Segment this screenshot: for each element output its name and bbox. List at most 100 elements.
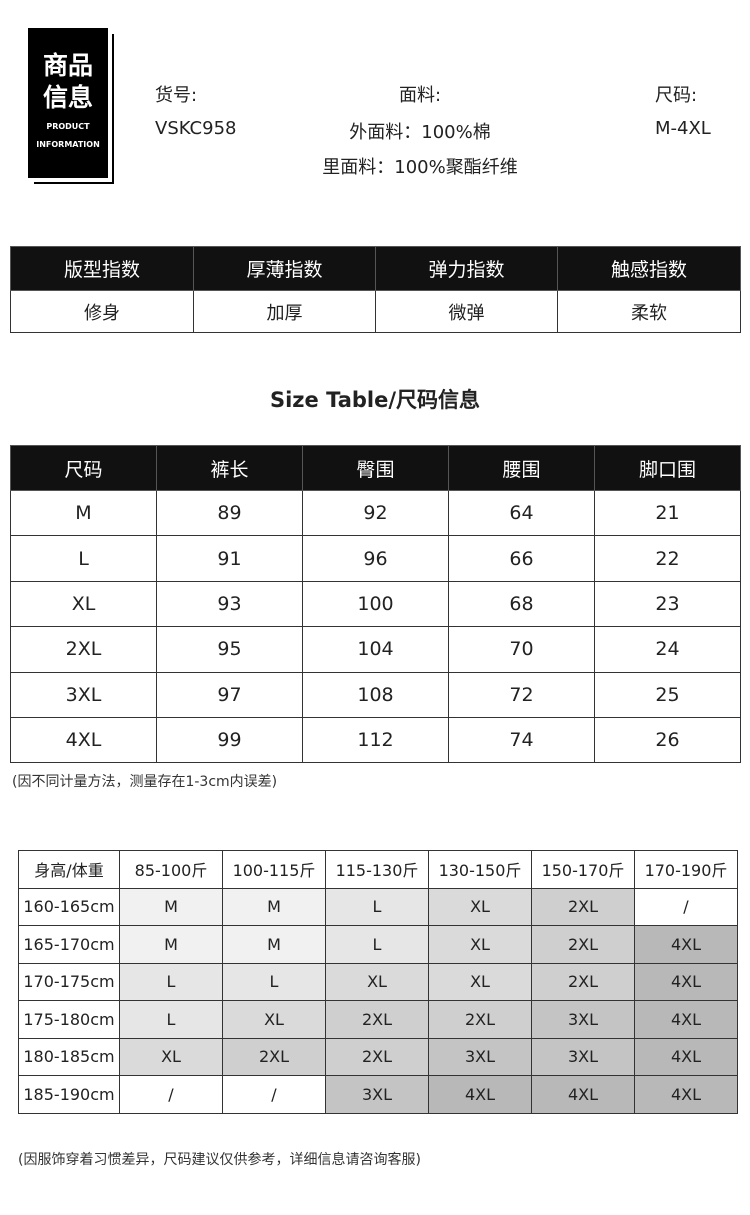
table-cell: 100-115斤 [222,850,326,889]
table-cell: 2XL [531,887,635,926]
table-cell: L [10,535,157,582]
table-row: M 89 92 64 21 [10,489,741,537]
table-cell: 74 [448,716,595,764]
table-cell: 2XL [325,1037,429,1076]
note: (因服饰穿着习惯差异，尺码建议仅供参考，详细信息请咨询客服) [18,1152,421,1168]
table-cell: 115-130斤 [325,850,429,889]
table-cell: 185-190cm [18,1075,120,1114]
table-cell: 89 [156,489,303,537]
table-cell: 加厚 [193,290,376,333]
table-cell: 2XL [531,925,635,964]
table-cell: 2XL [531,962,635,1001]
table-cell: XL [428,925,532,964]
table-cell: M [10,489,157,537]
table-cell: XL [119,1037,223,1076]
table-row: 175-180cm L XL 2XL 2XL 3XL 4XL [18,1000,738,1039]
table-cell: 23 [594,580,741,628]
table-row: 2XL 95 104 70 24 [10,626,741,673]
table-cell: / [222,1075,326,1114]
badge-subtitle: INFORMATION [36,140,100,149]
table-cell: 4XL [634,1075,738,1114]
table-cell: 厚薄指数 [193,246,376,291]
table-cell: 99 [156,716,303,764]
info-value: 里面料：100%聚酯纤维 [322,157,518,178]
table-cell: M [119,925,223,964]
table-row: L 91 96 66 22 [10,535,741,582]
table-cell: 160-165cm [18,887,120,926]
size-table: 尺码 裤长 臀围 腰围 脚口围 M 89 92 64 21 L 91 96 66 22 XL 93 100 68 23… [10,445,741,764]
table-cell: 96 [302,535,449,582]
table-cell: XL [428,962,532,1001]
table-cell: 22 [594,535,741,582]
table-cell: XL [222,1000,326,1039]
table-cell: 95 [156,626,303,673]
table-cell: L [325,925,429,964]
table-cell: 身高/体重 [18,850,120,889]
table-cell: 2XL [325,1000,429,1039]
table-cell: 130-150斤 [428,850,532,889]
table-cell: 175-180cm [18,1000,120,1039]
table-cell: 24 [594,626,741,673]
table-cell: 4XL [634,1000,738,1039]
table-cell: 66 [448,535,595,582]
table-row: 160-165cm M M L XL 2XL / [18,887,738,926]
table-cell: 170-175cm [18,962,120,1001]
badge-title: 信息 [42,83,93,112]
table-cell: L [119,962,223,1001]
table-row: XL 93 100 68 23 [10,580,741,628]
table-cell: 3XL [428,1037,532,1076]
table-cell: XL [10,580,157,628]
table-cell: 弹力指数 [375,246,558,291]
table-cell: 170-190斤 [634,850,738,889]
table-cell: 165-170cm [18,925,120,964]
table-cell: 版型指数 [10,246,194,291]
table-row: 3XL 97 108 72 25 [10,671,741,718]
table-cell: 修身 [10,290,194,333]
table-row: 尺码 裤长 臀围 腰围 脚口围 [10,445,741,491]
table-cell: 脚口围 [594,445,741,491]
table-cell: 4XL [428,1075,532,1114]
table-row: 版型指数 厚薄指数 弹力指数 触感指数 [10,246,741,291]
table-row: 180-185cm XL 2XL 2XL 3XL 3XL 4XL [18,1037,738,1076]
table-cell: 68 [448,580,595,628]
info-value: 外面料：100%棉 [349,122,491,143]
table-cell: 3XL [531,1000,635,1039]
table-cell: 裤长 [156,445,303,491]
table-cell: 180-185cm [18,1037,120,1076]
table-cell: 150-170斤 [531,850,635,889]
size-title: Size Table/尺码信息 [269,388,481,412]
table-cell: 21 [594,489,741,537]
table-cell: 108 [302,671,449,718]
note: (因不同计量方法，测量存在1-3cm内误差) [12,774,278,790]
recommend-table: 身高/体重 85-100斤 100-115斤 115-130斤 130-150斤 150-… [18,850,738,1114]
table-row: 修身 加厚 微弹 柔软 [10,290,741,333]
table-cell: 触感指数 [557,246,741,291]
info-value: M-4XL [655,118,711,139]
table-cell: 25 [594,671,741,718]
table-cell: 4XL [634,962,738,1001]
table-cell: 3XL [10,671,157,718]
badge: 商品 信息 PRODUCT INFORMATION [28,28,108,178]
table-cell: 112 [302,716,449,764]
info-value: VSKC958 [155,118,237,139]
table-cell: L [119,1000,223,1039]
table-row: 165-170cm M M L XL 2XL 4XL [18,925,738,964]
table-cell: 2XL [10,626,157,673]
table-cell: 93 [156,580,303,628]
table-cell: 100 [302,580,449,628]
info-label: 货号: [155,85,198,106]
table-cell: 85-100斤 [119,850,223,889]
info-label: 面料: [398,85,442,106]
table-cell: 4XL [10,716,157,764]
table-cell: L [325,887,429,926]
table-cell: 柔软 [557,290,741,333]
table-cell: 3XL [531,1037,635,1076]
table-cell: M [222,887,326,926]
table-row: 身高/体重 85-100斤 100-115斤 115-130斤 130-150斤 150-… [18,850,738,889]
table-cell: M [119,887,223,926]
table-cell: 91 [156,535,303,582]
table-cell: 腰围 [448,445,595,491]
table-cell: / [119,1075,223,1114]
table-cell: XL [428,887,532,926]
